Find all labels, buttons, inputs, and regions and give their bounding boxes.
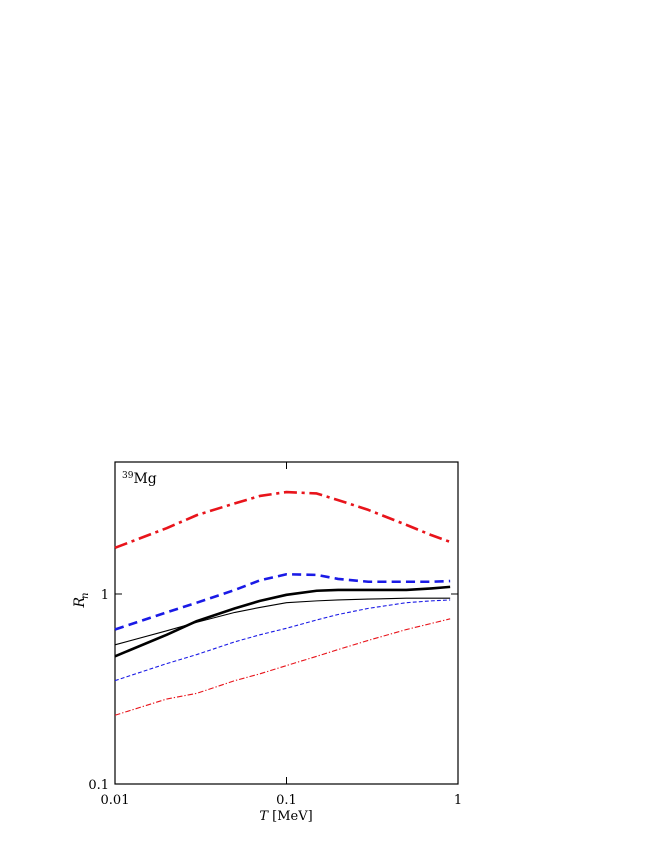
x-label-var: T [259,809,269,824]
x-tick-label: 0.1 [276,793,297,808]
x-label-unit: [MeV] [272,809,313,824]
y-tick-label: 1 [101,588,109,603]
y-label-sub: n [80,593,91,599]
series-line [114,618,451,716]
y-axis-label: Rn [72,593,91,609]
series-line [114,599,451,682]
series-line [114,572,451,631]
x-tick-label: 1 [454,793,462,808]
x-axis-label: T [MeV] [259,809,312,824]
annotation: 39Mg [122,471,157,487]
plot-frame [114,461,459,785]
x-tick-label: 0.01 [101,793,130,808]
annotation-text: Mg [133,471,156,487]
series-line [114,597,451,646]
series-line [114,490,451,550]
y-tick-label: 0.1 [88,778,109,793]
annotation-sup: 39 [122,471,134,481]
series-line [114,585,451,658]
y-label-text: R [72,597,88,609]
